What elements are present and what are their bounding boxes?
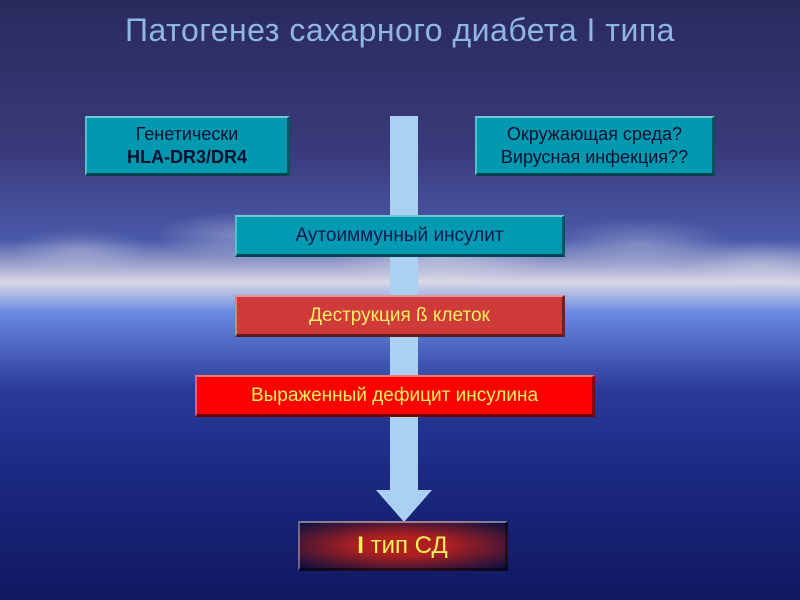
box-genetic-line1: Генетически bbox=[136, 123, 239, 146]
box-destruction: Деструкция ß клеток bbox=[235, 295, 565, 337]
box-insulitis-text: Аутоиммунный инсулит bbox=[295, 224, 503, 248]
box-genetic: Генетически HLA-DR3/DR4 bbox=[85, 116, 290, 176]
arrow-head-icon bbox=[376, 490, 432, 522]
box-result: I тип СД bbox=[298, 521, 508, 571]
box-result-text: I тип СД bbox=[357, 531, 447, 561]
box-insulitis: Аутоиммунный инсулит bbox=[235, 215, 565, 257]
box-env-line1: Окружающая среда? bbox=[507, 123, 682, 146]
box-destruction-text: Деструкция ß клеток bbox=[309, 304, 490, 328]
box-deficit-text: Выраженный дефицит инсулина bbox=[251, 384, 538, 408]
box-result-prefix: I bbox=[357, 532, 364, 559]
box-genetic-line2: HLA-DR3/DR4 bbox=[127, 146, 247, 169]
box-deficit: Выраженный дефицит инсулина bbox=[195, 375, 595, 417]
box-result-suffix: тип СД bbox=[364, 532, 448, 559]
box-env-line2: Вирусная инфекция?? bbox=[501, 146, 688, 169]
page-title: Патогенез сахарного диабета I типа bbox=[0, 12, 800, 49]
box-environment: Окружающая среда? Вирусная инфекция?? bbox=[475, 116, 715, 176]
